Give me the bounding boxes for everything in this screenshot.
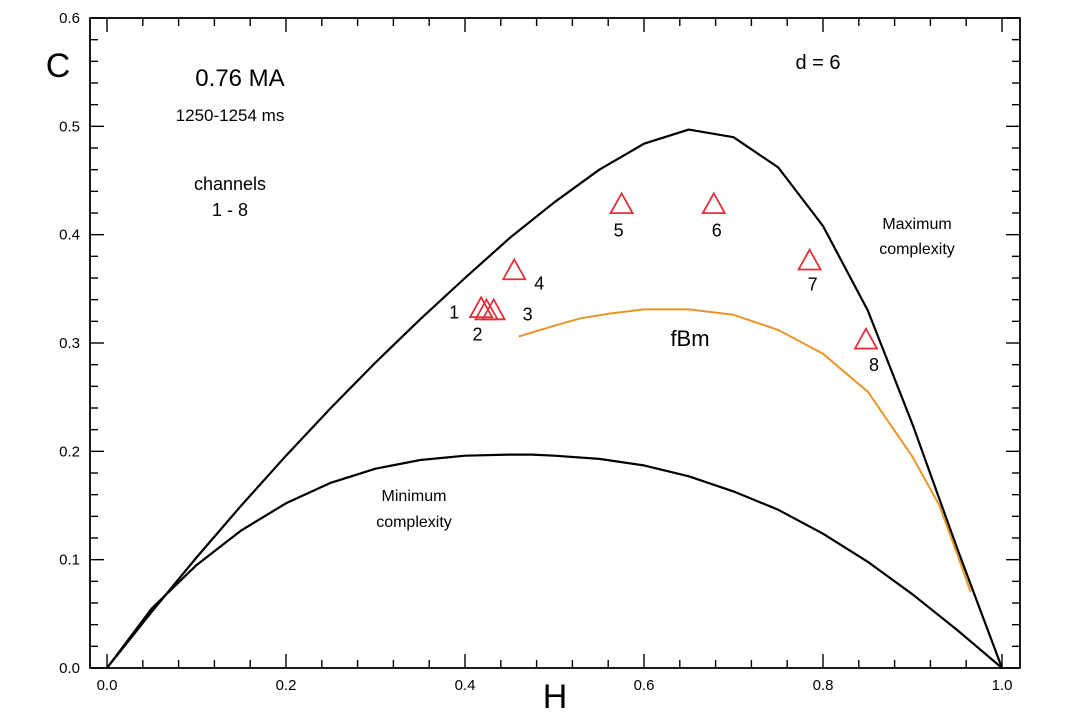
- point-label-8: 8: [869, 355, 879, 375]
- y-tick-label: 0.4: [59, 227, 80, 244]
- x-tick-label: 0.6: [634, 677, 655, 694]
- data-point-3: [481, 297, 507, 321]
- fbm-curve: [518, 308, 972, 593]
- y-tick-label: 0.2: [59, 443, 80, 460]
- x-tick-label: 0.4: [455, 677, 476, 694]
- point-label-6: 6: [712, 220, 722, 240]
- maximum-complexity-curve: [106, 128, 1004, 669]
- chart-subtitle: 1250-1254 ms: [176, 106, 285, 125]
- y-axis-title: C: [46, 47, 71, 85]
- curves-group: [106, 128, 1004, 669]
- data-point-6: [701, 191, 727, 215]
- data-point-8: [853, 326, 879, 350]
- y-tick-label: 0.0: [59, 660, 80, 677]
- min-complexity-label-2: complexity: [376, 514, 452, 531]
- minimum-complexity-curve: [106, 453, 1003, 669]
- point-label-1: 1: [449, 302, 459, 322]
- data-point-1: [468, 295, 494, 319]
- point-label-2: 2: [472, 325, 482, 345]
- chart-title: 0.76 MA: [195, 65, 284, 92]
- point-label-5: 5: [614, 220, 624, 240]
- min-complexity-label-1: Minimum: [382, 488, 447, 505]
- x-tick-label: 0.2: [276, 677, 297, 694]
- max-complexity-label-2: complexity: [879, 241, 955, 258]
- x-tick-label: 0.8: [813, 677, 834, 694]
- dimension-label: d = 6: [795, 52, 840, 74]
- data-point-4: [501, 257, 527, 281]
- point-label-7: 7: [808, 275, 818, 295]
- point-label-4: 4: [534, 273, 544, 293]
- data-point-7: [797, 247, 823, 271]
- data-point-5: [609, 191, 635, 215]
- y-tick-label: 0.3: [59, 335, 80, 352]
- y-tick-label: 0.5: [59, 118, 80, 135]
- axis-tick-labels: 0.0 0.1 0.2 0.3 0.4 0.5 0.6 0.0 0.2 0.4 0.6 0.8 1.0: [59, 10, 1012, 694]
- channels-label: channels: [194, 174, 266, 194]
- fbm-label: fBm: [670, 326, 709, 351]
- max-complexity-label-1: Maximum: [882, 216, 951, 233]
- y-tick-label: 0.1: [59, 552, 80, 569]
- x-tick-label: 0.0: [97, 677, 118, 694]
- x-axis-title: H: [543, 678, 568, 716]
- point-label-3: 3: [523, 305, 533, 325]
- channels-range: 1 - 8: [212, 200, 248, 220]
- y-tick-label: 0.6: [59, 10, 80, 27]
- axis-ticks: [90, 17, 1020, 669]
- x-tick-label: 1.0: [992, 677, 1013, 694]
